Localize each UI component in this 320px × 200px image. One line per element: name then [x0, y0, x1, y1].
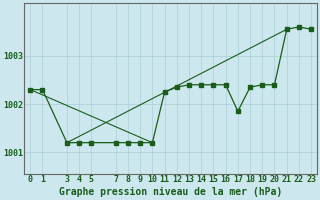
X-axis label: Graphe pression niveau de la mer (hPa): Graphe pression niveau de la mer (hPa) [59, 187, 282, 197]
